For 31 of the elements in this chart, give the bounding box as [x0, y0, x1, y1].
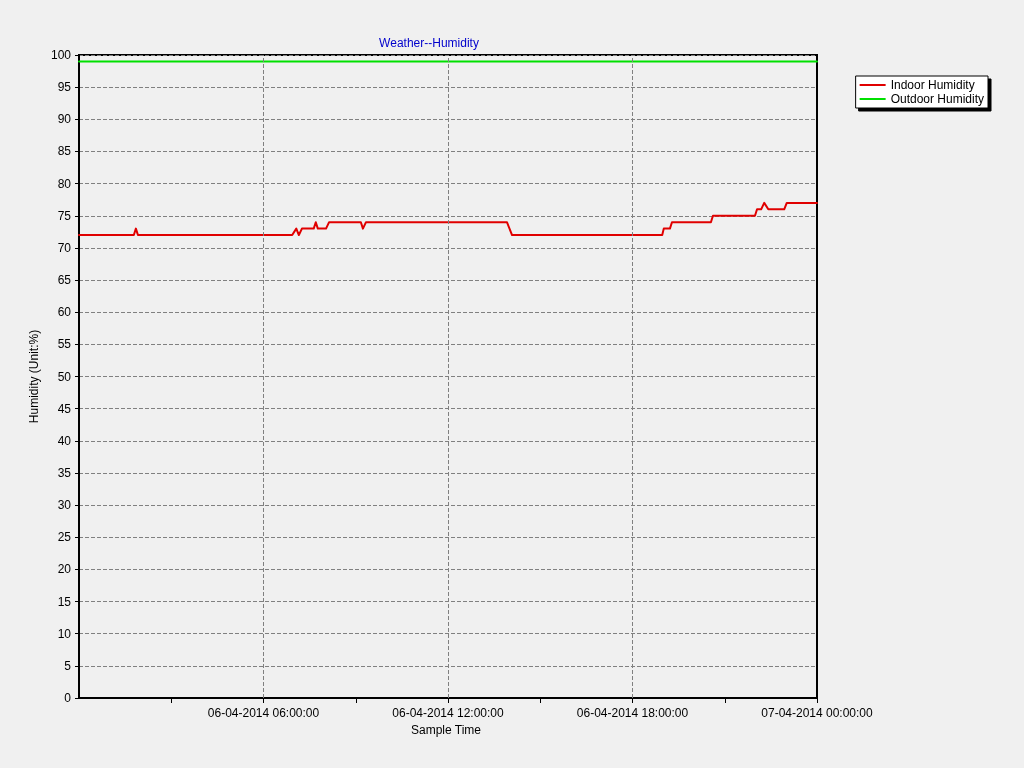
y-tick-label: 85 — [57, 144, 72, 159]
x-tick-label: 06-04-2014 18:00:00 — [576, 706, 689, 720]
y-tick-label: 75 — [57, 208, 72, 223]
y-tick-label: 45 — [57, 401, 72, 416]
y-tick-label: 20 — [57, 562, 72, 577]
y-tick-label: 90 — [57, 112, 72, 127]
x-tick-label: 06-04-2014 12:00:00 — [392, 706, 505, 720]
y-axis-title: Humidity (Unit:%) — [27, 329, 42, 424]
y-tick-label: 30 — [57, 498, 72, 513]
y-tick-label: 70 — [57, 240, 72, 255]
x-tick-label: 07-04-2014 00:00:00 — [761, 706, 874, 720]
y-tick-label: 25 — [57, 530, 72, 545]
y-tick-label: 80 — [57, 176, 72, 191]
x-axis-title: Sample Time — [410, 723, 482, 737]
y-tick-label: 10 — [57, 626, 72, 641]
y-tick-label: 5 — [64, 658, 72, 673]
y-tick-label: 35 — [57, 465, 72, 480]
line-series — [78, 201, 818, 237]
y-tick-label: 100 — [50, 48, 72, 62]
y-tick-label: 65 — [57, 273, 72, 288]
chart-title: Weather--Humidity — [379, 36, 479, 50]
x-tick-label: 06-04-2014 06:00:00 — [207, 706, 320, 720]
y-tick-label: 95 — [57, 80, 72, 95]
y-tick-label: 0 — [64, 691, 72, 705]
y-tick-label: 60 — [57, 305, 72, 320]
y-tick-label: 15 — [57, 594, 72, 609]
legend-label: Indoor Humidity — [890, 78, 975, 92]
y-tick-label: 55 — [57, 337, 72, 352]
legend-label: Outdoor Humidity — [890, 92, 985, 106]
y-tick-label: 50 — [57, 369, 72, 384]
y-tick-label: 40 — [57, 433, 72, 448]
